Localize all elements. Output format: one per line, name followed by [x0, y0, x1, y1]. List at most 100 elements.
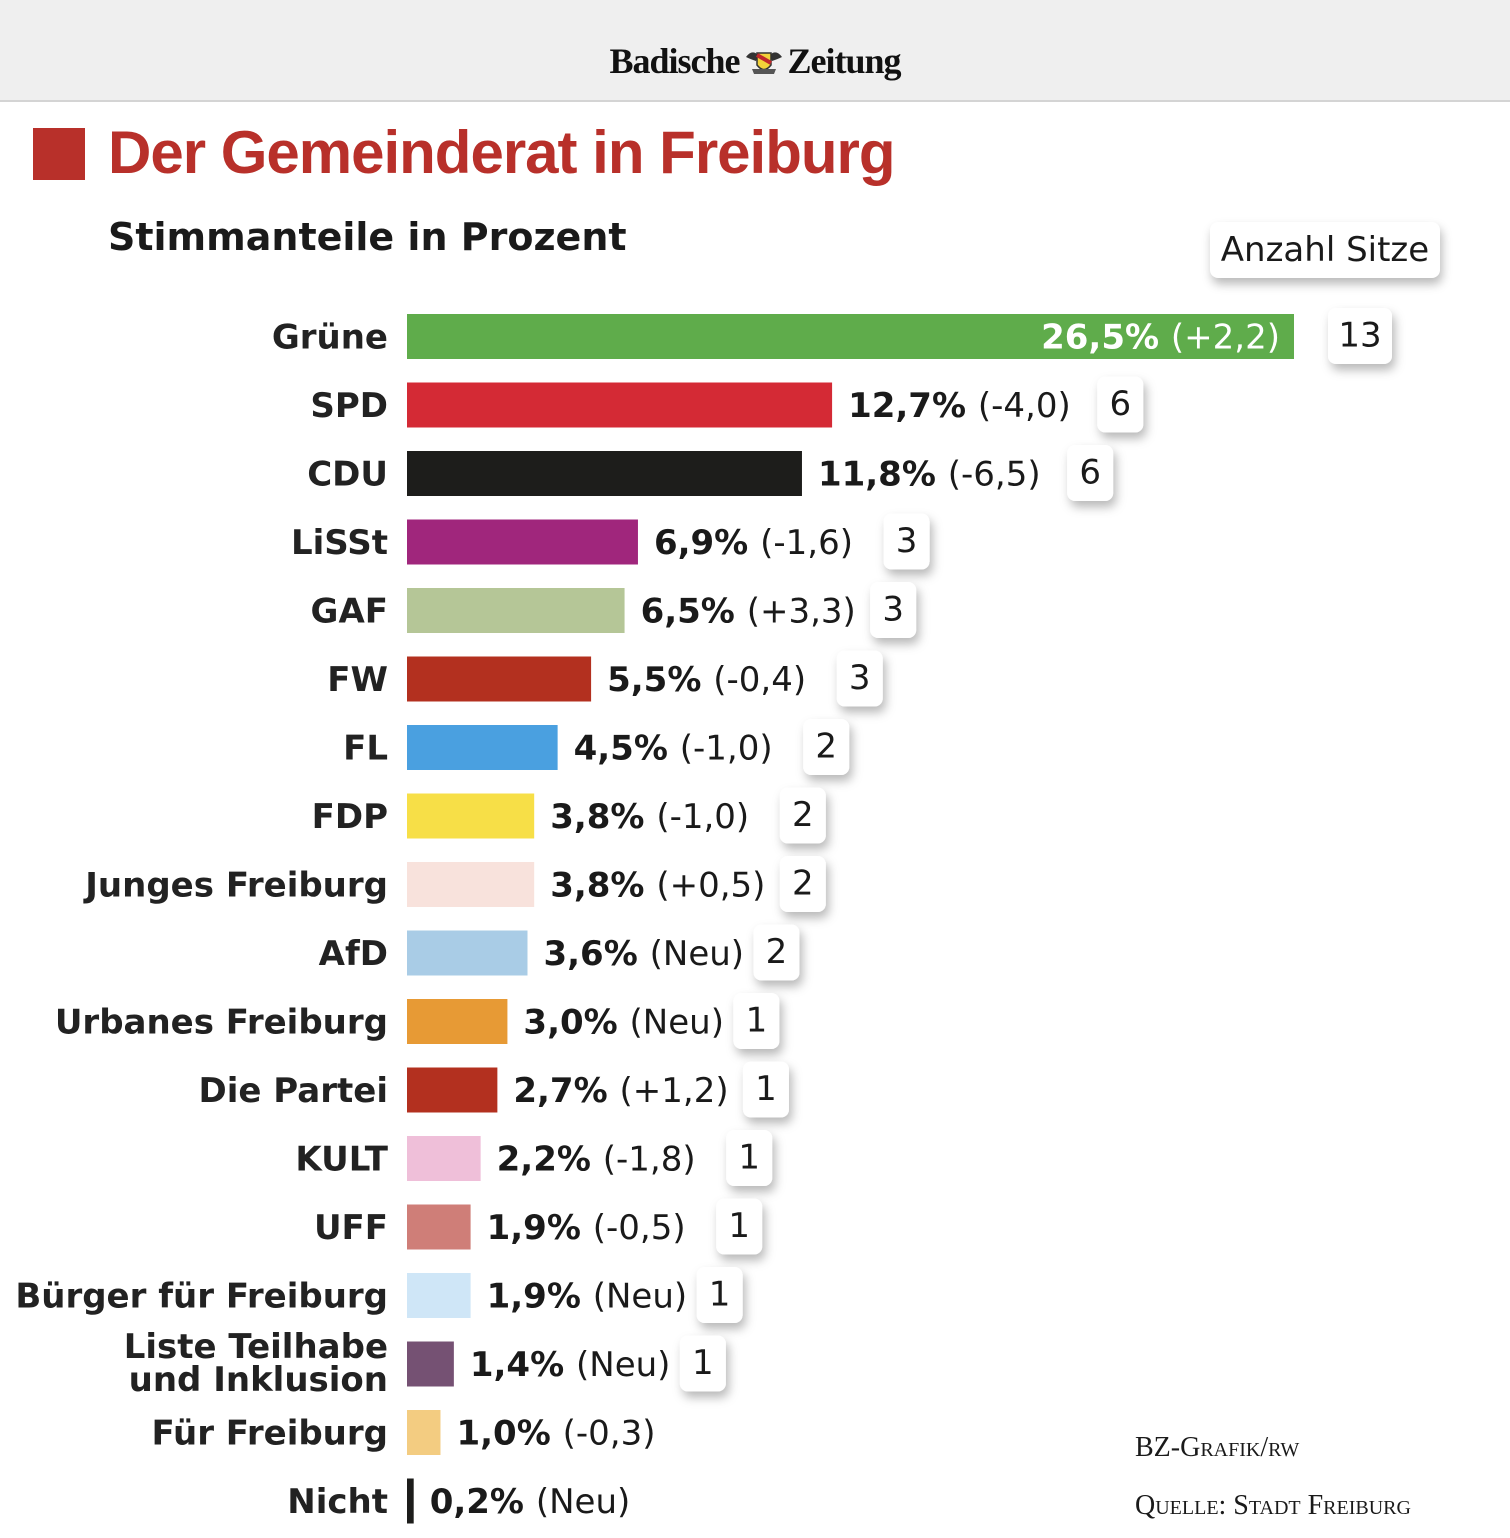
category-label: AfD	[319, 934, 388, 974]
seat-box	[803, 719, 850, 775]
data-label-percent: 26,5%	[1041, 318, 1171, 358]
category-label: FW	[327, 660, 388, 700]
data-label-percent: 6,9%	[654, 523, 760, 563]
data-label-percent: 3,8%	[550, 866, 656, 906]
category-label: UFF	[314, 1208, 388, 1248]
data-label-percent: 1,0%	[456, 1414, 562, 1454]
category-label: Liste Teilhabe und Inklusion	[124, 1327, 388, 1400]
category-label: CDU	[307, 455, 388, 495]
data-label-change: (Neu)	[630, 1003, 724, 1043]
seat-count: 1	[692, 1343, 714, 1383]
data-label: 26,5% (+2,2)	[1041, 318, 1280, 358]
data-label: 6,9% (-1,6)	[654, 523, 853, 563]
data-label-change: (+3,3)	[747, 592, 856, 632]
seat-box	[742, 1061, 789, 1118]
source-text: Quelle: Stadt Freiburg	[1135, 1490, 1411, 1521]
data-label-change: (Neu)	[650, 934, 744, 974]
seats-legend-label: Anzahl Sitze	[1210, 222, 1440, 278]
data-label: 1,9% (Neu)	[487, 1277, 688, 1317]
seat-count: 2	[792, 864, 814, 904]
category-label: SPD	[310, 386, 388, 426]
data-label: 3,8% (+0,5)	[550, 866, 765, 906]
data-label-percent: 3,8%	[550, 797, 656, 837]
data-label: 0,2% (Neu)	[430, 1482, 631, 1522]
bar-urbanes-freiburg	[407, 999, 508, 1044]
data-label-percent: 2,2%	[497, 1140, 603, 1180]
bar-bürger-für-freiburg	[407, 1273, 471, 1318]
category-label: Bürger für Freiburg	[15, 1277, 388, 1317]
category-label: KULT	[295, 1140, 388, 1180]
bar-cdu	[407, 451, 802, 496]
seat-count: 6	[1079, 453, 1101, 493]
category-label: FL	[343, 729, 388, 769]
data-label-percent: 1,9%	[487, 1208, 593, 1248]
bar-fw	[407, 656, 592, 702]
data-label-change: (+2,2)	[1171, 318, 1280, 358]
seat-box	[870, 582, 917, 638]
data-label-change: (-1,0)	[656, 797, 749, 837]
chart-title: Der Gemeinderat in Freiburg	[108, 119, 896, 186]
data-label-change: (-0,4)	[713, 660, 806, 700]
data-label-change: (-1,8)	[603, 1140, 696, 1180]
credit-text: BZ-Grafik/rw	[1135, 1432, 1300, 1463]
seat-count: 1	[738, 1138, 760, 1178]
data-label: 5,5% (-0,4)	[607, 660, 806, 700]
data-label: 4,5% (-1,0)	[574, 729, 773, 769]
seat-count: 2	[766, 932, 788, 972]
bar-für-freiburg	[407, 1410, 441, 1455]
seat-box	[836, 650, 883, 707]
crest-icon	[745, 52, 782, 74]
seat-box	[753, 924, 800, 981]
data-label-change: (-0,3)	[563, 1414, 656, 1454]
data-label-change: (-0,5)	[593, 1208, 686, 1248]
brand-name-right: Zeitung	[787, 41, 902, 81]
data-label-percent: 4,5%	[574, 729, 680, 769]
data-label: 2,2% (-1,8)	[497, 1140, 696, 1180]
bar-kult	[407, 1136, 481, 1181]
data-label-percent: 12,7%	[848, 386, 978, 426]
seat-box	[1097, 376, 1144, 433]
category-label-line: Liste Teilhabe	[124, 1327, 388, 1367]
seat-box	[679, 1335, 726, 1392]
data-label-change: (+0,5)	[656, 866, 765, 906]
bar-grüne	[407, 314, 1294, 359]
seat-box	[779, 856, 826, 912]
data-label-percent: 3,0%	[523, 1003, 629, 1043]
data-label-percent: 2,7%	[513, 1071, 619, 1111]
header-bar: Badische Zeitung	[0, 0, 1510, 102]
bar-junges-freiburg	[407, 862, 535, 907]
category-label: Grüne	[272, 318, 388, 358]
seat-box	[883, 513, 930, 570]
data-label-change: (Neu)	[593, 1277, 687, 1317]
bar-uff	[407, 1204, 471, 1250]
data-label-percent: 0,2%	[430, 1482, 536, 1522]
data-label: 12,7% (-4,0)	[848, 386, 1071, 426]
data-label-change: (Neu)	[536, 1482, 630, 1522]
data-label: 3,0% (Neu)	[523, 1003, 724, 1043]
category-label: GAF	[311, 592, 388, 632]
data-label: 11,8% (-6,5)	[818, 455, 1041, 495]
bar-liste-teilhabe-und-inklusion	[407, 1341, 454, 1387]
bar-nicht	[407, 1478, 414, 1524]
seat-count: 1	[746, 1001, 768, 1041]
category-label: LiSSt	[291, 523, 388, 563]
seat-count: 3	[849, 658, 871, 698]
category-label: Für Freiburg	[151, 1414, 388, 1454]
bar-gaf	[407, 588, 625, 633]
seat-count: 1	[755, 1069, 777, 1109]
data-label: 6,5% (+3,3)	[641, 592, 856, 632]
seat-box	[696, 1267, 743, 1323]
seat-count: 3	[882, 590, 904, 630]
data-label-percent: 1,4%	[470, 1345, 576, 1385]
seat-box	[726, 1130, 773, 1186]
bar-fdp	[407, 793, 535, 839]
data-label: 1,0% (-0,3)	[456, 1414, 655, 1454]
brand-name-left: Badische	[609, 41, 740, 81]
data-label-change: (-1,6)	[760, 523, 853, 563]
seat-box	[716, 1198, 763, 1255]
data-label-change: (-4,0)	[978, 386, 1071, 426]
data-label-change: (+1,2)	[620, 1071, 729, 1111]
seat-box	[779, 787, 826, 844]
seat-count: 1	[728, 1206, 750, 1246]
seat-count: 3	[896, 521, 918, 561]
